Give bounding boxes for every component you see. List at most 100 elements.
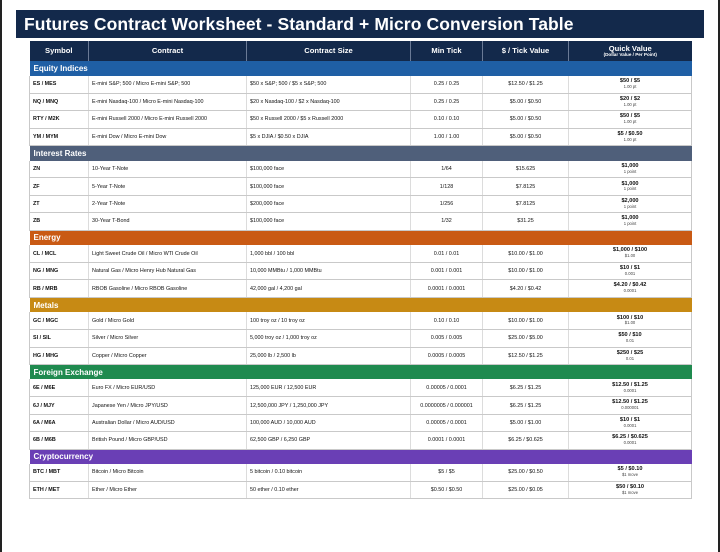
- cell-quick-value: $1,000 1 point: [568, 212, 692, 231]
- cell-contract: E-mini Russell 2000 / Micro E-mini Russe…: [88, 110, 247, 129]
- table-row: ZB 30-Year T-Bond $100,000 face 1/32 $31.25 $…: [29, 212, 692, 231]
- cell-contract: Natural Gas / Micro Henry Hub Natural Ga…: [88, 262, 247, 281]
- cell-min-tick: 0.0001 / 0.0001: [410, 431, 483, 450]
- quick-value-label: Quick Value: [608, 43, 652, 53]
- quick-value-note: 1.00 pt: [623, 101, 637, 107]
- cell-symbol: BTC / MBT: [29, 464, 89, 482]
- cell-tick-value: $25.00 / $5.00: [482, 329, 569, 348]
- section-row: Energy: [29, 230, 692, 246]
- cell-quick-value: $10 / $1 0.0001: [568, 414, 692, 433]
- cell-symbol: ZN: [29, 160, 89, 179]
- cell-contract: Gold / Micro Gold: [88, 312, 247, 331]
- table-row: ES / MES E-mini S&P; 500 / Micro E-mini S…: [29, 76, 692, 94]
- cell-min-tick: 0.0005 / 0.0005: [410, 347, 483, 365]
- quick-value-main: $5 / $0.50: [617, 130, 643, 137]
- table-row: BTC / MBT Bitcoin / Micro Bitcoin 5 bitcoi…: [29, 464, 692, 482]
- cell-contract: British Pound / Micro GBP/USD: [88, 431, 247, 450]
- cell-size: $20 x Nasdaq-100 / $2 x Nasdaq-100: [246, 93, 411, 112]
- quick-value-note: 0.0001: [623, 440, 637, 446]
- table-row: HG / MHG Copper / Micro Copper 25,000 lb /…: [29, 347, 692, 365]
- cell-contract: Bitcoin / Micro Bitcoin: [88, 464, 247, 482]
- quick-value-note: 1 point: [623, 221, 637, 227]
- quick-value-note: 0.01: [625, 355, 635, 361]
- quick-value-note: 0.0001: [623, 422, 637, 428]
- table-row: 6A / M6A Australian Dollar / Micro AUD/US…: [29, 414, 692, 433]
- cell-size: 1,000 bbl / 100 bbl: [246, 245, 411, 264]
- cell-size: $100,000 face: [246, 160, 411, 179]
- section-row: Foreign Exchange: [29, 364, 692, 380]
- cell-size: $200,000 face: [246, 195, 411, 214]
- quick-value-main: $1,000: [621, 180, 639, 187]
- cell-quick-value: $5 / $0.10 $1 move: [568, 464, 692, 482]
- cell-size: $100,000 face: [246, 212, 411, 231]
- quick-value-main: $4.20 / $0.42: [613, 282, 647, 289]
- cell-size: 42,000 gal / 4,200 gal: [246, 279, 411, 298]
- cell-min-tick: 1/256: [410, 195, 483, 214]
- cell-min-tick: 0.25 / 0.25: [410, 93, 483, 112]
- cell-min-tick: 1/64: [410, 160, 483, 179]
- quick-value-main: $50 / $5: [619, 113, 641, 120]
- section-row: Equity Indices: [29, 61, 692, 76]
- cell-tick-value: $5.00 / $0.50: [482, 128, 569, 147]
- col-header-size: Contract Size: [246, 41, 411, 61]
- table-row: SI / SIL Silver / Micro Silver 5,000 troy …: [29, 329, 692, 348]
- cell-tick-value: $6.25 / $1.25: [482, 396, 569, 415]
- cell-contract: Australian Dollar / Micro AUD/USD: [88, 414, 247, 433]
- cell-min-tick: 0.0001 / 0.0001: [410, 279, 483, 298]
- cell-size: 50 ether / 0.10 ether: [246, 481, 411, 500]
- quick-value-note: 1 point: [623, 186, 637, 192]
- quick-value-main: $10 / $1: [619, 416, 641, 423]
- cell-quick-value: $6.25 / $0.625 0.0001: [568, 431, 692, 450]
- cell-symbol: NG / MNG: [29, 262, 89, 281]
- table-row: YM / MYM E-mini Dow / Micro E-mini Dow $5 …: [29, 128, 692, 147]
- cell-symbol: ES / MES: [29, 76, 89, 94]
- table-row: RTY / M2K E-mini Russell 2000 / Micro E-m…: [29, 110, 692, 129]
- cell-min-tick: $5 / $5: [410, 464, 483, 482]
- cell-quick-value: $50 / $5 1.00 pt: [568, 76, 692, 94]
- cell-symbol: SI / SIL: [29, 329, 89, 348]
- section-title: Cryptocurrency: [29, 449, 692, 465]
- cell-min-tick: $0.50 / $0.50: [410, 481, 483, 500]
- cell-min-tick: 0.10 / 0.10: [410, 312, 483, 331]
- cell-quick-value: $50 / $0.10 $1 move: [568, 481, 692, 500]
- cell-size: 10,000 MMBtu / 1,000 MMBtu: [246, 262, 411, 281]
- quick-value-main: $12.50 / $1.25: [612, 381, 648, 388]
- table-row: CL / MCL Light Sweet Crude Oil / Micro WT…: [29, 245, 692, 264]
- cell-size: 5 bitcoin / 0.10 bitcoin: [246, 464, 411, 482]
- cell-min-tick: 0.25 / 0.25: [410, 76, 483, 94]
- cell-contract: 5-Year T-Note: [88, 177, 247, 196]
- quick-value-main: $50 / $10: [618, 332, 642, 339]
- table-row: NG / MNG Natural Gas / Micro Henry Hub Na…: [29, 262, 692, 281]
- cell-contract: Ether / Micro Ether: [88, 481, 247, 500]
- cell-contract: Silver / Micro Silver: [88, 329, 247, 348]
- quick-value-note: 0.001: [624, 270, 636, 276]
- cell-min-tick: 0.00005 / 0.0001: [410, 414, 483, 433]
- quick-value-main: $12.50 / $1.25: [612, 399, 648, 406]
- cell-size: 5,000 troy oz / 1,000 troy oz: [246, 329, 411, 348]
- cell-contract: E-mini Nasdaq-100 / Micro E-mini Nasdaq-…: [88, 93, 247, 112]
- quick-value-main: $1,000: [621, 162, 639, 169]
- quick-value-note: 0.000001: [621, 405, 639, 411]
- page-title: Futures Contract Worksheet - Standard + …: [24, 14, 574, 34]
- table-row: ZT 2-Year T-Note $200,000 face 1/256 $7.8125…: [29, 195, 692, 214]
- quick-value-note: 1.00 pt: [623, 84, 637, 90]
- cell-contract: Light Sweet Crude Oil / Micro WTI Crude …: [88, 245, 247, 264]
- cell-quick-value: $5 / $0.50 1.00 pt: [568, 128, 692, 147]
- quick-value-note: $1.00: [624, 253, 636, 259]
- section-row: Interest Rates: [29, 145, 692, 161]
- table-row: ETH / MET Ether / Micro Ether 50 ether / 0…: [29, 481, 692, 500]
- quick-value-note: 1.00 pt: [623, 136, 637, 142]
- cell-symbol: ZF: [29, 177, 89, 196]
- cell-tick-value: $10.00 / $1.00: [482, 312, 569, 331]
- col-header-min-tick: Min Tick: [410, 41, 483, 61]
- quick-value-main: $20 / $2: [619, 95, 641, 102]
- cell-quick-value: $1,000 1 point: [568, 160, 692, 179]
- cell-min-tick: 0.01 / 0.01: [410, 245, 483, 264]
- cell-symbol: YM / MYM: [29, 128, 89, 147]
- cell-contract: 30-Year T-Bond: [88, 212, 247, 231]
- futures-table: Symbol Contract Contract Size Min Tick $…: [29, 41, 692, 500]
- cell-symbol: 6B / M6B: [29, 431, 89, 450]
- table-row: ZF 5-Year T-Note $100,000 face 1/128 $7.8125…: [29, 177, 692, 196]
- table-row: RB / MRB RBOB Gasoline / Micro RBOB Gasol…: [29, 279, 692, 298]
- cell-min-tick: 0.0000005 / 0.000001: [410, 396, 483, 415]
